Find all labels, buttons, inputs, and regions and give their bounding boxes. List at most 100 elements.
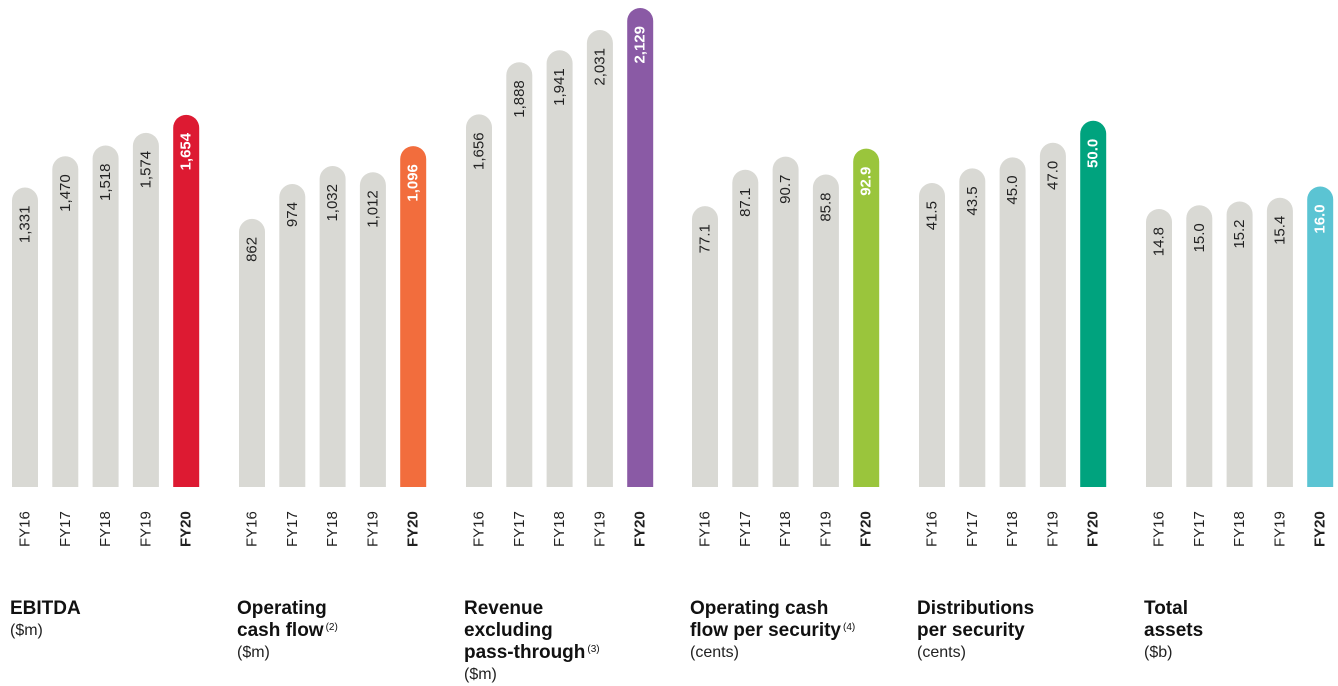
category-label: FY18	[551, 511, 568, 547]
panel-title-text: Revenue excluding pass-through	[464, 598, 586, 663]
panel-title-text: Operating cash flow per security	[690, 598, 841, 641]
value-label: 47.0	[1044, 161, 1061, 190]
panel-title: Distributions per security	[917, 598, 1127, 642]
panel-1: 862 FY16 974 FY17 1,032 FY18 1,012 FY19 1,096 FY2…	[239, 146, 427, 547]
panel-unit: (cents)	[917, 644, 966, 661]
value-label: 43.5	[964, 186, 981, 215]
footnote-marker: (3)	[587, 644, 600, 655]
value-label: 1,470	[57, 174, 74, 212]
value-label: 1,941	[551, 68, 568, 106]
bar-fy18	[999, 157, 1026, 487]
value-label: 1,032	[324, 184, 341, 222]
value-label: 77.1	[697, 224, 714, 253]
value-label: 2,031	[591, 48, 608, 86]
value-label: 90.7	[777, 175, 794, 204]
category-label: FY17	[1191, 511, 1208, 547]
panel-caption-operating-cash-flow: Operating cash flow (2) ($m)	[237, 598, 447, 664]
panel-caption-total-assets: Total assets ($b)	[1144, 598, 1338, 664]
panel-2: 1,656 FY16 1,888 FY17 1,941 FY18 2,031 FY19 2,12…	[466, 8, 654, 547]
category-label: FY19	[137, 511, 154, 547]
category-label: FY17	[284, 511, 301, 547]
footnote-marker: (2)	[325, 622, 338, 633]
value-label: 1,096	[405, 164, 422, 202]
category-label: FY19	[364, 511, 381, 547]
bar-fy17	[1186, 205, 1213, 487]
value-label: 1,656	[471, 132, 488, 170]
bar-fy18	[772, 156, 799, 487]
value-label: 50.0	[1085, 139, 1102, 168]
value-label: 862	[244, 237, 261, 262]
panel-3: 77.1 FY16 87.1 FY17 90.7 FY18 85.8 FY19 92.9 FY20	[692, 148, 880, 547]
panel-caption-distributions: Distributions per security (cents)	[917, 598, 1127, 664]
value-label: 1,574	[137, 151, 154, 189]
value-label: 15.4	[1271, 216, 1288, 245]
category-label: FY18	[97, 511, 114, 547]
category-label: FY18	[777, 511, 794, 547]
panel-title: Operating cash flow per security (4)	[690, 598, 900, 642]
bar-fy20	[173, 114, 200, 487]
value-label: 14.8	[1151, 227, 1168, 256]
value-label: 85.8	[817, 192, 834, 221]
bar-fy16	[692, 206, 718, 487]
panel-caption-operating-cash-flow-per-security: Operating cash flow per security (4) (cen…	[690, 598, 900, 664]
value-label: 92.9	[858, 167, 875, 196]
category-label: FY17	[511, 511, 528, 547]
panel-caption-ebitda: EBITDA ($m)	[10, 598, 220, 642]
category-label: FY16	[1151, 511, 1168, 547]
bar-fy19	[586, 30, 613, 487]
bar-fy17	[732, 169, 759, 487]
value-label: 15.2	[1231, 219, 1248, 248]
panel-title-text: Total assets	[1144, 598, 1204, 641]
category-label: FY16	[17, 511, 34, 547]
kpi-bar-charts: 1,331FY161,470FY171,518FY181,574FY191,65…	[12, 8, 1334, 547]
panel-title: Total assets	[1144, 598, 1338, 642]
category-label: FY17	[737, 511, 754, 547]
bar-fy19	[1039, 142, 1066, 487]
value-label: 1,654	[178, 132, 195, 170]
panel-title: Operating cash flow (2)	[237, 598, 447, 642]
category-label: FY19	[591, 511, 608, 547]
bar-fy17	[52, 156, 79, 487]
category-label: FY20	[1312, 511, 1329, 547]
panel-title: EBITDA	[10, 598, 220, 620]
value-label: 1,012	[364, 190, 381, 228]
category-label: FY19	[817, 511, 834, 547]
bar-fy18	[546, 50, 573, 488]
bar-fy20	[1080, 120, 1107, 487]
bar-fy20	[627, 8, 654, 488]
bar-fy19	[132, 132, 159, 487]
category-label: FY19	[1044, 511, 1061, 547]
panel-title-text: Operating cash flow	[237, 598, 327, 641]
panel-unit: ($m)	[464, 666, 497, 683]
bar-fy16	[12, 187, 38, 487]
value-label: 1,331	[17, 206, 34, 244]
panel-unit: ($b)	[1144, 644, 1173, 661]
bar-fy16	[919, 183, 945, 487]
value-label: 41.5	[924, 201, 941, 230]
bar-fy18	[319, 166, 346, 487]
bar-fy19	[359, 172, 386, 488]
category-label: FY16	[244, 511, 261, 547]
bar-fy19	[812, 174, 839, 487]
value-label: 16.0	[1312, 204, 1329, 233]
panel-unit: ($m)	[237, 644, 270, 661]
panel-unit: ($m)	[10, 622, 43, 639]
bar-fy17	[959, 168, 986, 487]
bar-fy18	[1226, 201, 1253, 487]
category-label: FY19	[1271, 511, 1288, 547]
category-label: FY20	[858, 511, 875, 547]
bar-fy18	[92, 145, 119, 487]
panel-4: 41.5 FY16 43.5 FY17 45.0 FY18 47.0 FY19 50.0 FY20	[919, 120, 1107, 547]
bar-fy16	[1146, 208, 1172, 487]
bar-fy20	[853, 148, 880, 487]
panel-unit: (cents)	[690, 644, 739, 661]
bar-fy20	[400, 146, 427, 487]
category-label: FY17	[57, 511, 74, 547]
footnote-marker: (4)	[843, 622, 856, 633]
panel-title-text: EBITDA	[10, 598, 81, 619]
value-label: 45.0	[1004, 175, 1021, 204]
category-label: FY20	[405, 511, 422, 547]
bar-fy16	[466, 114, 492, 487]
bar-fy17	[279, 184, 306, 487]
category-label: FY16	[471, 511, 488, 547]
